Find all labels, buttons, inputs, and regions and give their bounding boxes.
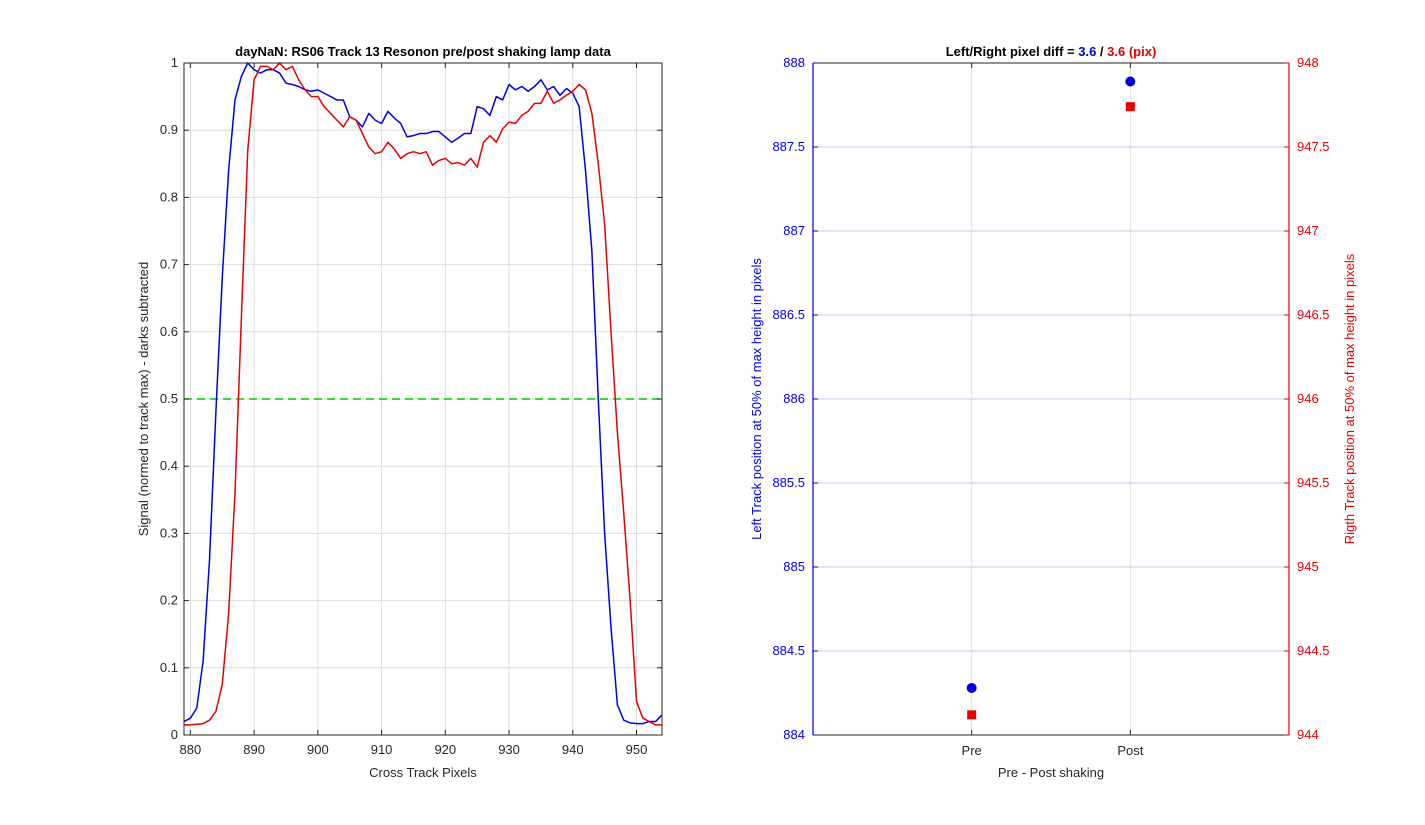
pre-post-right-point xyxy=(1125,102,1135,112)
right-right-tick-label: 945 xyxy=(1297,559,1319,574)
left-y-tick-label: 0.5 xyxy=(160,391,178,406)
left-x-tick-label: 920 xyxy=(434,742,456,757)
left-series-line-1 xyxy=(183,62,663,725)
right-left-tick-label: 887 xyxy=(783,223,805,238)
right-left-tick-label: 885 xyxy=(783,559,805,574)
title-prefix: Left/Right pixel diff = xyxy=(946,44,1079,59)
right-x-tick-label: Post xyxy=(1117,743,1143,758)
right-chart-title: Left/Right pixel diff = 3.6 / 3.6 (pix) xyxy=(946,44,1157,59)
left-x-tick-label: 890 xyxy=(243,742,265,757)
left-x-axis-label: Cross Track Pixels xyxy=(369,765,477,780)
right-right-tick-label: 946.5 xyxy=(1297,307,1330,322)
left-x-tick-label: 880 xyxy=(180,742,202,757)
left-y-tick-label: 1 xyxy=(171,55,178,70)
right-right-tick-label: 944 xyxy=(1297,727,1319,742)
left-y-tick-label: 0.7 xyxy=(160,257,178,272)
right-series-group xyxy=(966,76,1136,720)
left-x-tick-label: 930 xyxy=(498,742,520,757)
right-left-tick-label: 887.5 xyxy=(772,139,805,154)
left-series-line-2 xyxy=(184,62,662,726)
left-y-tick-label: 0.1 xyxy=(160,660,178,675)
title-left-value: 3.6 xyxy=(1078,44,1096,59)
pre-post-left-point xyxy=(1125,76,1136,87)
right-right-tick-label: 946 xyxy=(1297,391,1319,406)
left-ticks: 880 890 900 910 920 930 940 950 0 0.1 0.2 0.3 0.4 0.5… xyxy=(160,55,662,757)
right-ticks: 884 944 884.5 944.5 885 945 885.5 945.5 886 946 88… xyxy=(772,55,1329,758)
left-y-tick-label: 0.2 xyxy=(160,593,178,608)
right-right-tick-label: 947.5 xyxy=(1297,139,1330,154)
left-chart: 880 890 900 910 920 930 940 950 0 0.1 0.2 0.3 0.4 0.5… xyxy=(136,44,663,780)
pre-post-left-point xyxy=(966,682,977,693)
left-x-tick-label: 900 xyxy=(307,742,329,757)
left-y-axis-label: Signal (normed to track max) - darks sub… xyxy=(136,262,151,537)
right-right-tick-label: 947 xyxy=(1297,223,1319,238)
left-x-tick-label: 940 xyxy=(562,742,584,757)
right-chart: 884 944 884.5 944.5 885 945 885.5 945.5 886 946 88… xyxy=(749,44,1357,780)
title-right-value: 3.6 (pix) xyxy=(1107,44,1156,59)
right-y-left-label: Left Track position at 50% of max height… xyxy=(749,258,764,540)
right-left-tick-label: 884.5 xyxy=(772,643,805,658)
right-right-tick-label: 945.5 xyxy=(1297,475,1330,490)
left-y-tick-label: 0 xyxy=(171,727,178,742)
right-right-tick-label: 944.5 xyxy=(1297,643,1330,658)
left-y-tick-label: 0.4 xyxy=(160,458,178,473)
left-y-tick-label: 0.9 xyxy=(160,122,178,137)
left-x-tick-label: 950 xyxy=(626,742,648,757)
right-left-tick-label: 886 xyxy=(783,391,805,406)
right-left-tick-label: 888 xyxy=(783,55,805,70)
right-x-axis-label: Pre - Post shaking xyxy=(998,765,1104,780)
left-y-tick-label: 0.8 xyxy=(160,189,178,204)
title-separator: / xyxy=(1096,44,1107,59)
left-y-tick-label: 0.3 xyxy=(160,525,178,540)
right-x-tick-label: Pre xyxy=(962,743,982,758)
right-left-tick-label: 886.5 xyxy=(772,307,805,322)
pre-post-right-point xyxy=(967,710,977,720)
left-chart-title: dayNaN: RS06 Track 13 Resonon pre/post s… xyxy=(235,44,611,59)
right-left-tick-label: 884 xyxy=(783,727,805,742)
right-left-tick-label: 885.5 xyxy=(772,475,805,490)
right-right-tick-label: 948 xyxy=(1297,55,1319,70)
left-x-tick-label: 910 xyxy=(371,742,393,757)
left-series-group xyxy=(183,62,663,726)
right-y-right-label: Rigth Track position at 50% of max heigh… xyxy=(1342,253,1357,544)
left-y-tick-label: 0.6 xyxy=(160,324,178,339)
